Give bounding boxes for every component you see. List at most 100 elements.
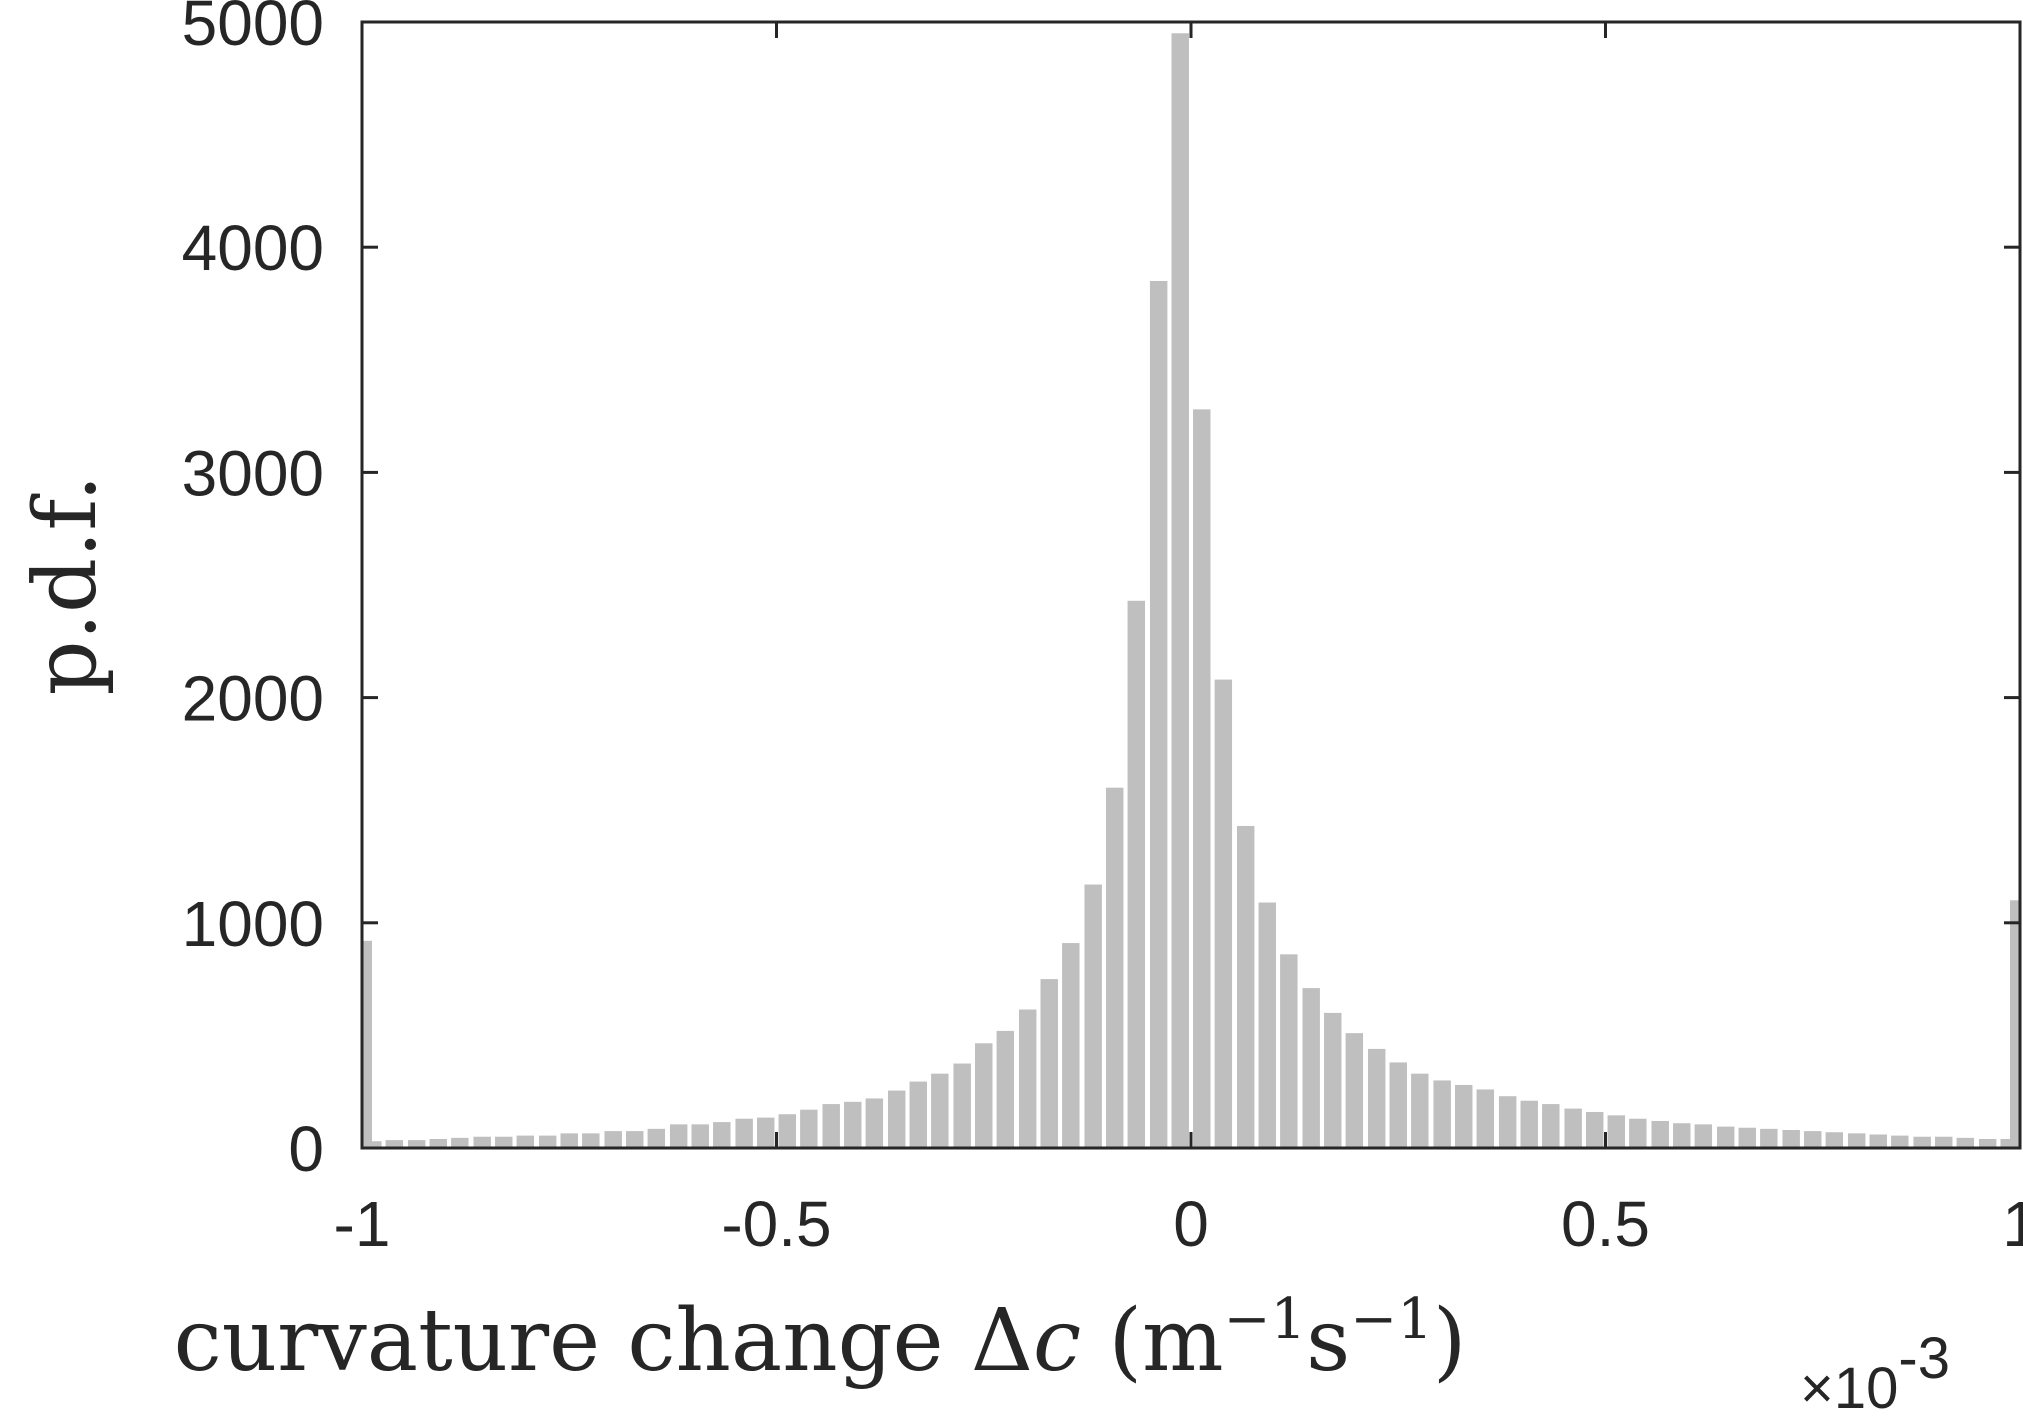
histogram-bar — [1913, 1136, 1931, 1148]
histogram-bar — [1193, 409, 1211, 1148]
histogram-bar — [1651, 1120, 1669, 1148]
histogram-bar — [1433, 1080, 1451, 1148]
histogram-bar — [1782, 1129, 1800, 1148]
histogram-bar — [800, 1109, 818, 1148]
x-axis-exponent-power: -3 — [1898, 1326, 1950, 1391]
x-axis-label-unit-exp2: −1 — [1350, 1287, 1433, 1352]
x-axis-exponent-base: ×10 — [1800, 1356, 1898, 1421]
x-axis-label-unit-exp1: −1 — [1224, 1287, 1307, 1352]
edge-bin-bar — [362, 940, 372, 1148]
x-axis-label-var: c — [1033, 1291, 1081, 1391]
histogram-bar — [1694, 1124, 1713, 1148]
histogram-bar — [887, 1090, 906, 1148]
histogram-bar — [691, 1124, 709, 1148]
y-tick-labels: 0 1000 2000 3000 4000 5000 — [182, 0, 324, 1185]
y-tick-label: 0 — [288, 1113, 324, 1185]
x-tick-label: 0.5 — [1561, 1188, 1650, 1260]
histogram-bar — [647, 1128, 666, 1148]
histogram-bar — [1847, 1133, 1866, 1148]
y-tick-label: 5000 — [182, 0, 324, 59]
histogram-bar — [1869, 1134, 1887, 1148]
histogram-bar — [626, 1131, 644, 1148]
histogram-bar — [385, 1140, 404, 1148]
histogram-bar — [757, 1117, 775, 1148]
histogram-bar — [473, 1136, 491, 1148]
x-tick-label: -0.5 — [721, 1188, 831, 1260]
histogram-bar — [1825, 1132, 1844, 1148]
histogram-bar — [1476, 1089, 1495, 1148]
histogram-bar — [713, 1122, 731, 1148]
histogram-bar — [865, 1098, 884, 1148]
histogram-bar — [1716, 1126, 1735, 1148]
histogram-bar — [1389, 1062, 1407, 1148]
y-tick-label: 4000 — [182, 212, 324, 284]
histogram-bar — [1258, 902, 1276, 1148]
histogram-bar — [1324, 1012, 1342, 1148]
x-tick-label: -1 — [334, 1188, 391, 1260]
histogram-bar — [1149, 280, 1168, 1149]
histogram-bar — [1345, 1033, 1364, 1148]
histogram-bar — [1236, 825, 1255, 1148]
x-axis-label-unit-open: (m — [1081, 1291, 1223, 1391]
histogram-bar — [538, 1135, 557, 1148]
histogram-bar — [1106, 787, 1124, 1148]
histogram-bar — [1956, 1137, 1975, 1148]
histogram-bar — [1673, 1123, 1691, 1148]
x-axis-label-text: curvature change — [174, 1291, 971, 1391]
histogram-bar — [1738, 1127, 1756, 1148]
x-axis-label-unit-mid: s — [1306, 1291, 1350, 1391]
histogram-bar — [604, 1131, 622, 1148]
histogram-bar — [931, 1073, 949, 1148]
histogram-bar — [495, 1136, 513, 1148]
histogram-bar — [1411, 1073, 1429, 1148]
histogram-bar — [1629, 1118, 1647, 1148]
histogram-bar — [778, 1114, 796, 1148]
histogram-bar — [844, 1101, 862, 1148]
histogram-bar — [1171, 33, 1189, 1148]
histogram-bar — [1214, 679, 1233, 1148]
edge-bin-bars — [362, 900, 2020, 1148]
histogram-bar — [1804, 1131, 1822, 1148]
histogram-bar — [1455, 1084, 1473, 1148]
y-tick-label: 3000 — [182, 437, 324, 509]
histogram-bars — [364, 33, 2018, 1149]
x-axis-label-delta: Δ — [971, 1291, 1033, 1391]
histogram-bar — [429, 1138, 447, 1148]
x-tick-labels: -1 -0.5 0 0.5 1 — [334, 1188, 2023, 1260]
histogram-bar — [1302, 988, 1320, 1148]
histogram-bar — [516, 1135, 535, 1148]
histogram-bar — [451, 1137, 469, 1148]
histogram-bar — [1127, 600, 1146, 1148]
histogram-bar — [822, 1104, 840, 1148]
x-tick-label: 0 — [1173, 1188, 1209, 1260]
histogram-bar — [1498, 1096, 1517, 1148]
x-tick-label: 1 — [2002, 1188, 2023, 1260]
histogram-bar — [560, 1133, 578, 1148]
y-tick-label: 2000 — [182, 663, 324, 735]
histogram-bar — [582, 1133, 600, 1148]
histogram-bar — [1586, 1111, 1604, 1148]
histogram-bar — [1542, 1104, 1560, 1148]
plot-frame — [360, 20, 2022, 1150]
axis-ticks — [360, 20, 2022, 1150]
histogram-bar — [1978, 1138, 1997, 1148]
histogram-bar — [669, 1124, 688, 1148]
histogram-bar — [1084, 884, 1102, 1148]
edge-bin-bar — [2010, 900, 2020, 1148]
histogram-bar — [2000, 1138, 2018, 1148]
histogram-bar — [1935, 1136, 1953, 1148]
histogram-bar — [953, 1063, 971, 1148]
x-axis-label: curvature change Δc (m−1s−1) — [174, 1287, 1467, 1391]
histogram-bar — [1891, 1135, 1909, 1148]
y-tick-label: 1000 — [182, 888, 324, 960]
histogram-bar — [1520, 1100, 1538, 1148]
histogram-bar — [1607, 1115, 1625, 1148]
histogram-bar — [1018, 1009, 1037, 1148]
x-axis-label-unit-close: ) — [1433, 1291, 1467, 1391]
histogram-bar — [1760, 1128, 1778, 1148]
x-axis-exponent: ×10-3 — [1800, 1326, 1950, 1421]
histogram-bar — [1062, 943, 1080, 1148]
histogram-bar — [1040, 979, 1058, 1148]
histogram-bar — [909, 1081, 927, 1148]
